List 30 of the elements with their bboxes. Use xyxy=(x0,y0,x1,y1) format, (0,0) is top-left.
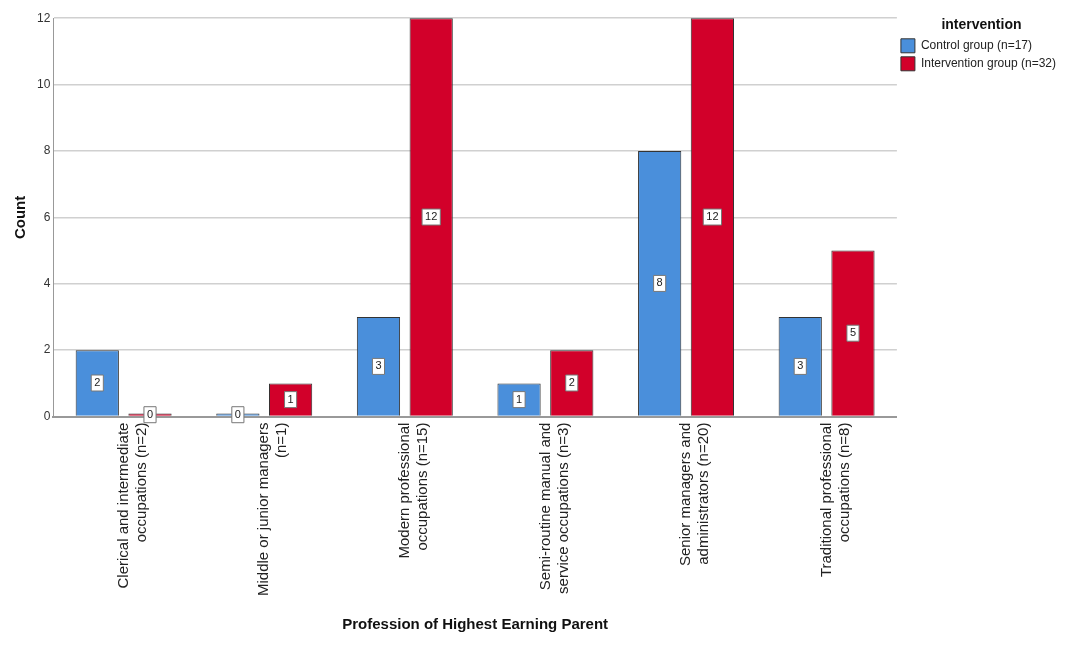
y-tick-label: 8 xyxy=(43,143,51,158)
x-tick-label: Semi-routine manual and service occupations (n=3) xyxy=(535,422,571,594)
legend-label: Intervention group (n=32) xyxy=(920,56,1057,71)
legend-title: intervention xyxy=(941,15,1022,32)
x-tick-label: Senior managers and administrators (n=20) xyxy=(676,422,712,567)
y-tick-label: 2 xyxy=(43,342,51,357)
x-tick-label: Traditional professional occupations (n=8) xyxy=(816,422,852,578)
x-tick-label: Modern professional occupations (n=15) xyxy=(394,422,430,559)
data-label: 0 xyxy=(146,407,154,420)
data-label: 2 xyxy=(568,376,575,389)
x-tick-label: Clerical and intermediate occupations (n=2) xyxy=(113,422,149,589)
data-label: 12 xyxy=(706,210,719,223)
data-label: 1 xyxy=(516,392,523,405)
data-label: 12 xyxy=(425,210,438,223)
data-label: 0 xyxy=(234,407,241,420)
data-label: 1 xyxy=(287,392,294,405)
data-label: 5 xyxy=(849,326,857,339)
data-label: 3 xyxy=(375,359,382,372)
y-axis-title: Count xyxy=(11,195,29,240)
legend-label: Control group (n=17) xyxy=(920,38,1032,53)
data-label: 2 xyxy=(94,376,101,389)
y-tick-label: 10 xyxy=(36,76,51,91)
y-tick-label: 6 xyxy=(43,209,51,224)
x-axis-title: Profession of Highest Earning Parent xyxy=(342,615,609,633)
y-tick-label: 0 xyxy=(43,408,51,423)
y-tick-label: 4 xyxy=(43,276,51,291)
y-tick-label: 12 xyxy=(36,10,51,25)
data-label: 3 xyxy=(797,359,804,372)
x-tick-label: Middle or junior managers (n=1) xyxy=(254,422,290,597)
data-label: 8 xyxy=(656,276,663,289)
